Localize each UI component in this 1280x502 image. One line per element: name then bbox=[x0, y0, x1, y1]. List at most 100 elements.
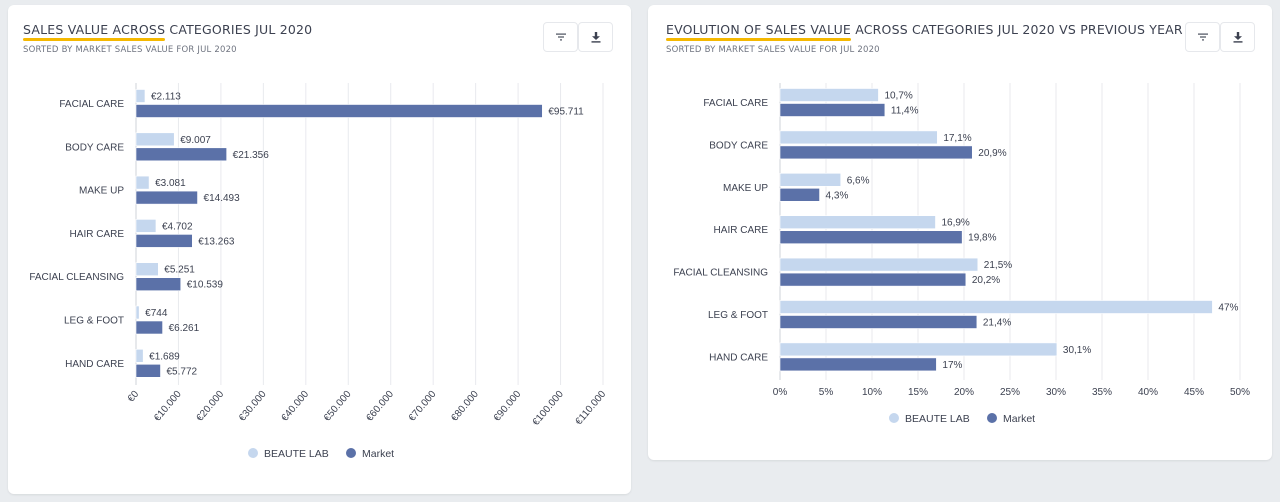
x-tick-label: €90.000 bbox=[492, 389, 524, 424]
category-group: BODY CARE €9.007 €21.356 bbox=[65, 132, 269, 162]
category-group: MAKE UP €3.081 €14.493 bbox=[79, 175, 240, 205]
data-label-market: 20,9% bbox=[978, 148, 1006, 159]
category-group: FACIAL CLEANSING 21,5% 20,2% bbox=[673, 257, 1012, 287]
category-group: HAND CARE €1.689 €5.772 bbox=[65, 348, 198, 378]
data-label-beaute-lab: 17,1% bbox=[943, 133, 971, 144]
sales-value-card: SALES VALUE ACROSS CATEGORIES JUL 2020 S… bbox=[8, 5, 631, 494]
legend-label-market: Market bbox=[362, 448, 394, 460]
card-title-highlight: EVOLUTION OF SALES VALUE bbox=[666, 22, 852, 37]
category-label: HAIR CARE bbox=[70, 229, 125, 240]
bar-market bbox=[779, 272, 967, 287]
bar-market bbox=[779, 103, 886, 117]
bar-beaute-lab bbox=[779, 173, 842, 187]
data-label-market: €13.263 bbox=[198, 236, 235, 247]
data-label-beaute-lab: €4.702 bbox=[162, 221, 193, 232]
category-group: HAND CARE 30,1% 17% bbox=[709, 342, 1091, 372]
data-label-beaute-lab: 16,9% bbox=[941, 218, 969, 229]
data-label-market: €5.772 bbox=[167, 366, 198, 377]
data-label-beaute-lab: €3.081 bbox=[155, 178, 186, 189]
legend-label-beaute-lab: BEAUTE LAB bbox=[905, 413, 970, 425]
data-label-beaute-lab: 30,1% bbox=[1063, 345, 1091, 356]
bar-beaute-lab bbox=[135, 305, 140, 320]
bar-market bbox=[135, 277, 182, 292]
bar-market bbox=[135, 147, 227, 162]
x-tick-label: €60.000 bbox=[364, 389, 396, 424]
legend: BEAUTE LAB Market bbox=[889, 413, 1035, 425]
data-label-market: 17% bbox=[942, 360, 962, 371]
category-group: FACIAL CLEANSING €5.251 €10.539 bbox=[29, 262, 224, 292]
legend-marker-beaute-lab bbox=[889, 413, 899, 423]
card-subtitle: SORTED BY MARKET SALES VALUE FOR JUL 202… bbox=[666, 45, 880, 55]
bar-beaute-lab bbox=[135, 132, 175, 147]
category-group: LEG & FOOT 47% 21,4% bbox=[708, 300, 1239, 329]
category-label: HAIR CARE bbox=[714, 225, 769, 236]
bar-beaute-lab bbox=[779, 342, 1058, 357]
category-label: BODY CARE bbox=[65, 142, 124, 153]
data-label-market: 21,4% bbox=[983, 318, 1011, 329]
data-label-market: 11,4% bbox=[891, 106, 919, 117]
bar-market bbox=[779, 230, 963, 244]
category-label: LEG & FOOT bbox=[708, 310, 768, 321]
x-tick-label: €110.000 bbox=[574, 389, 609, 428]
bar-beaute-lab bbox=[779, 130, 938, 145]
data-label-market: €6.261 bbox=[169, 323, 200, 334]
data-label-beaute-lab: 10,7% bbox=[884, 91, 912, 102]
x-tick-label: €80.000 bbox=[449, 389, 481, 424]
x-tick-label: 50% bbox=[1230, 387, 1250, 398]
data-label-beaute-lab: €1.689 bbox=[149, 351, 180, 362]
category-group: HAIR CARE 16,9% 19,8% bbox=[714, 215, 997, 244]
bar-beaute-lab bbox=[135, 262, 159, 277]
filter-button[interactable] bbox=[1185, 22, 1220, 52]
category-group: LEG & FOOT €744€6.261 bbox=[64, 305, 200, 335]
x-tick-label: 5% bbox=[819, 387, 834, 398]
x-tick-label: 30% bbox=[1046, 387, 1066, 398]
category-group: FACIAL CARE €2.113 €95.711 bbox=[59, 89, 584, 118]
category-label: HAND CARE bbox=[709, 352, 768, 363]
download-button[interactable] bbox=[578, 22, 613, 52]
card-title: EVOLUTION OF SALES VALUE ACROSS CATEGORI… bbox=[666, 22, 1183, 37]
download-icon bbox=[1233, 31, 1242, 43]
category-label: FACIAL CARE bbox=[59, 99, 124, 110]
category-label: FACIAL CLEANSING bbox=[673, 268, 768, 279]
data-label-beaute-lab: 6,6% bbox=[847, 175, 870, 186]
category-group: MAKE UP 6,6% 4,3% bbox=[723, 173, 870, 202]
x-tick-label: 35% bbox=[1092, 387, 1112, 398]
filter-icon bbox=[1197, 33, 1208, 41]
legend-label-market: Market bbox=[1003, 413, 1035, 425]
data-label-market: 19,8% bbox=[968, 233, 996, 244]
card-title-highlight: SALES VALUE ACROSS bbox=[23, 22, 166, 37]
bar-beaute-lab bbox=[779, 300, 1213, 314]
x-tick-label: €0 bbox=[126, 389, 142, 405]
data-label-market: €10.539 bbox=[187, 280, 224, 291]
legend-marker-market bbox=[987, 413, 997, 423]
data-label-beaute-lab: 47% bbox=[1218, 303, 1238, 314]
data-label-market: €95.711 bbox=[548, 107, 584, 118]
sales-evolution-card: EVOLUTION OF SALES VALUE ACROSS CATEGORI… bbox=[648, 5, 1272, 460]
x-tick-label: 20% bbox=[954, 387, 974, 398]
x-tick-label: 25% bbox=[1000, 387, 1020, 398]
x-tick-label: 10% bbox=[862, 387, 882, 398]
bar-market bbox=[779, 315, 978, 329]
category-group: HAIR CARE €4.702 €13.263 bbox=[70, 219, 235, 248]
data-label-market: 20,2% bbox=[972, 275, 1000, 286]
filter-button[interactable] bbox=[543, 22, 578, 52]
legend-marker-beaute-lab bbox=[248, 448, 258, 458]
data-label-beaute-lab: €9.007 bbox=[180, 135, 211, 146]
bar-beaute-lab bbox=[779, 257, 979, 272]
category-label: MAKE UP bbox=[723, 183, 768, 194]
bar-beaute-lab bbox=[135, 89, 146, 103]
bar-market bbox=[135, 363, 161, 378]
legend-item-beaute-lab: BEAUTE LAB bbox=[889, 413, 970, 425]
download-icon bbox=[591, 31, 600, 43]
data-label-beaute-lab: €5.251 bbox=[164, 265, 195, 276]
bar-market bbox=[779, 357, 937, 372]
download-button[interactable] bbox=[1220, 22, 1255, 52]
x-tick-label: €40.000 bbox=[279, 389, 311, 424]
x-tick-label: €30.000 bbox=[237, 389, 269, 424]
legend: BEAUTE LAB Market bbox=[248, 448, 394, 460]
data-label-beaute-lab: 21,5% bbox=[984, 260, 1012, 271]
data-label-market: 4,3% bbox=[826, 190, 849, 201]
x-tick-label: €50.000 bbox=[322, 389, 354, 424]
legend-label-beaute-lab: BEAUTE LAB bbox=[264, 448, 329, 460]
bar-beaute-lab bbox=[779, 215, 936, 229]
